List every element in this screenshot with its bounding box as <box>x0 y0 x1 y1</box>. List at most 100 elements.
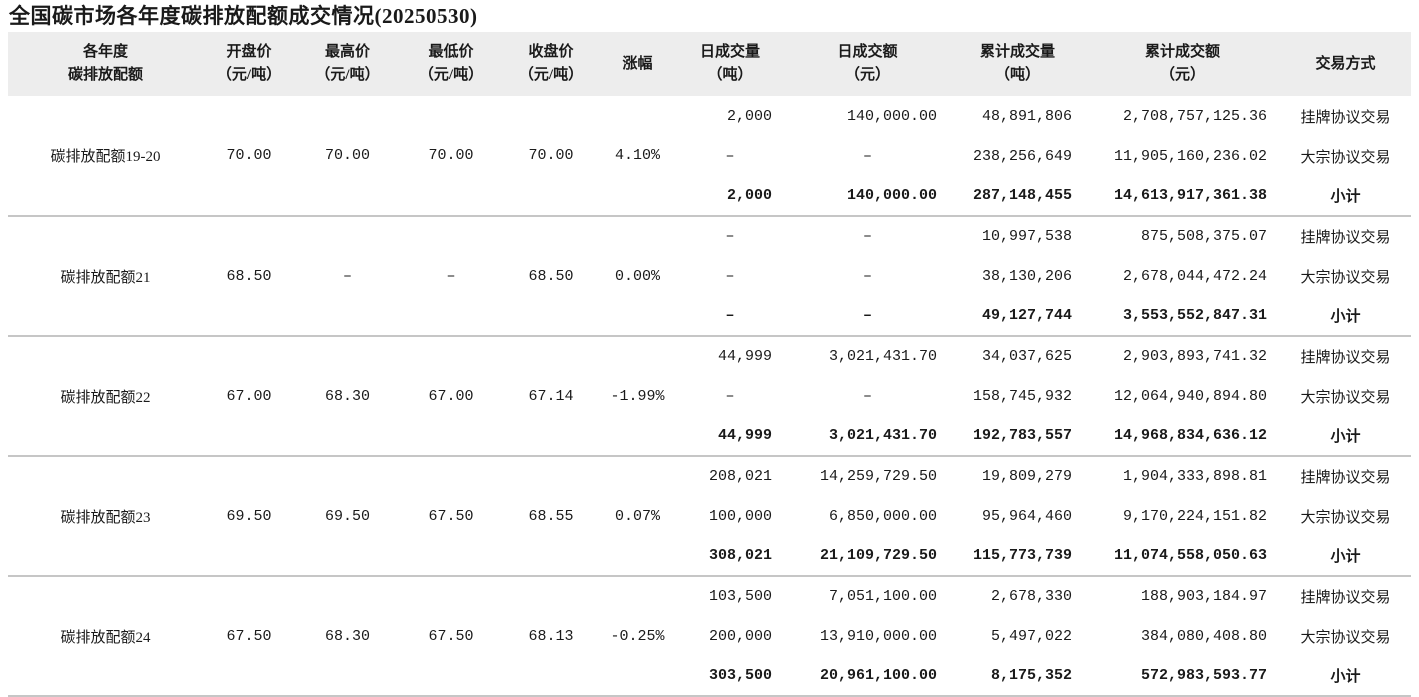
table-row: 碳排放配额21 68.50– –68.50 0.00% – –10,997,538 875,… <box>8 216 1411 337</box>
cum-volume-cell: 287,148,455 <box>950 176 1085 217</box>
change-pct-cell: 0.00% <box>600 216 675 337</box>
daily-amount-cell: – <box>785 296 950 337</box>
cum-amount-cell: 875,508,375.07 <box>1140 228 1267 245</box>
cum-amount-cell: 384,080,408.80 <box>1140 627 1267 645</box>
table-row: – – 238,256,649 11,905,160,236.02 大宗协议交易 <box>8 136 1411 176</box>
header-row: 各年度 碳排放配额 开盘价 （元/吨） 最高价 （元/吨） 最低价 （元/吨） 收盘价（… <box>8 32 1411 96</box>
subtotal-row: 44,999 3,021,431.70 192,783,557 14,968,834,… <box>8 416 1411 457</box>
cum-amount-cell: 2,903,893,741.32 <box>1122 348 1267 365</box>
cum-volume-cell: 19,809,279 <box>981 468 1072 485</box>
cum-volume-cell: 192,783,557 <box>950 416 1085 457</box>
daily-volume-cell: 100,000 <box>708 507 772 525</box>
cum-amount-cell: 188,903,184.97 <box>1140 588 1267 605</box>
high-price-cell: 69.50 <box>295 456 400 577</box>
cum-volume-cell: 115,773,739 <box>950 536 1085 577</box>
header-daily-volume: 日成交量 （吨） <box>675 32 785 96</box>
daily-volume-cell: – <box>725 267 735 285</box>
close-price-cell: 70.00 <box>502 96 600 217</box>
daily-volume-cell: 303,500 <box>675 656 785 697</box>
quota-name: 碳排放配额24 <box>8 576 203 697</box>
quota-name: 碳排放配额19-20 <box>8 96 203 217</box>
quota-trading-table: 各年度 碳排放配额 开盘价 （元/吨） 最高价 （元/吨） 最低价 （元/吨） 收盘价（… <box>8 32 1411 697</box>
change-pct-cell: -1.99% <box>600 336 675 457</box>
table-row: 100,000 6,850,000.00 95,964,460 9,170,224,1… <box>8 496 1411 536</box>
daily-amount-cell: 140,000.00 <box>785 176 950 217</box>
daily-amount-cell: – <box>862 228 872 245</box>
high-price-cell: – <box>295 216 400 337</box>
subtotal-row: – –49,127,744 3,553,552,847.31 小计 <box>8 296 1411 337</box>
high-price-cell: 68.30 <box>295 336 400 457</box>
cum-amount-cell: 1,904,333,898.81 <box>1122 468 1267 485</box>
table-row: – – 38,130,206 2,678,044,472.24 大宗协议交易 <box>8 256 1411 296</box>
daily-volume-cell: – <box>675 296 785 337</box>
cum-amount-cell: 12,064,940,894.80 <box>1113 387 1267 405</box>
trade-method-cell: 小计 <box>1280 296 1411 337</box>
close-price-cell: 67.14 <box>502 336 600 457</box>
quota-name: 碳排放配额21 <box>8 216 203 337</box>
cum-amount-cell: 14,613,917,361.38 <box>1085 176 1280 217</box>
header-high: 最高价 （元/吨） <box>295 32 400 96</box>
daily-volume-cell: 2,000 <box>675 176 785 217</box>
low-price-cell: 70.00 <box>400 96 502 217</box>
cum-volume-cell: 49,127,744 <box>950 296 1085 337</box>
header-low: 最低价 （元/吨） <box>400 32 502 96</box>
daily-volume-cell: 308,021 <box>675 536 785 577</box>
subtotal-row: 303,500 20,961,100.00 8,175,352 572,983,593… <box>8 656 1411 697</box>
daily-amount-cell: 6,850,000.00 <box>828 507 937 525</box>
table-row: 碳排放配额24 67.50 68.30 67.50 68.13 -0.25% 103,500… <box>8 576 1411 697</box>
cum-volume-cell: 38,130,206 <box>981 267 1072 285</box>
trade-method-cell: 大宗协议交易 <box>1300 629 1391 646</box>
daily-volume-cell: 44,999 <box>675 416 785 457</box>
close-price-cell: 68.55 <box>502 456 600 577</box>
subtotal-row: 308,021 21,109,729.50 115,773,739 11,074,55… <box>8 536 1411 577</box>
page-title: 全国碳市场各年度碳排放配额成交情况(20250530) <box>9 4 478 28</box>
daily-amount-cell: 3,021,431.70 <box>785 416 950 457</box>
trade-method-cell: 小计 <box>1280 176 1411 217</box>
daily-amount-cell: 21,109,729.50 <box>785 536 950 577</box>
daily-amount-cell: 20,961,100.00 <box>785 656 950 697</box>
trade-method-cell: 挂牌协议交易 <box>1300 109 1391 126</box>
trade-method-cell: 挂牌协议交易 <box>1300 230 1391 246</box>
trade-method-cell: 大宗协议交易 <box>1300 509 1391 526</box>
header-daily-amount: 日成交额 （元） <box>785 32 950 96</box>
cum-volume-cell: 34,037,625 <box>981 348 1072 365</box>
daily-amount-cell: 13,910,000.00 <box>819 627 937 645</box>
daily-amount-cell: 14,259,729.50 <box>819 468 937 485</box>
open-price-cell: 70.00 <box>203 96 295 217</box>
close-price-cell: 68.50 <box>502 216 600 337</box>
cum-amount-cell: 3,553,552,847.31 <box>1085 296 1280 337</box>
trade-method-cell: 挂牌协议交易 <box>1300 470 1391 486</box>
open-price-cell: 68.50 <box>203 216 295 337</box>
trade-method-cell: 挂牌协议交易 <box>1300 350 1391 366</box>
cum-amount-cell: 9,170,224,151.82 <box>1122 507 1267 525</box>
low-price-cell: 67.00 <box>400 336 502 457</box>
cum-volume-cell: 8,175,352 <box>950 656 1085 697</box>
daily-volume-cell: 44,999 <box>717 348 772 365</box>
table-body: 碳排放配额19-20 70.00 70.00 70.00 70.00 4.10% 2,000… <box>8 96 1411 697</box>
cum-amount-cell: 572,983,593.77 <box>1085 656 1280 697</box>
daily-volume-cell: 2,000 <box>726 107 772 125</box>
header-cum-volume: 累计成交量 （吨） <box>950 32 1085 96</box>
trade-method-cell: 大宗协议交易 <box>1300 149 1391 166</box>
daily-amount-cell: – <box>862 387 872 405</box>
table-row: 碳排放配额23 69.50 69.50 67.50 68.55 0.07% 208,021 1… <box>8 456 1411 577</box>
low-price-cell: 67.50 <box>400 576 502 697</box>
close-price-cell: 68.13 <box>502 576 600 697</box>
header-method: 交易方式 <box>1280 32 1411 96</box>
quota-name: 碳排放配额22 <box>8 336 203 457</box>
daily-volume-cell: – <box>725 147 735 165</box>
change-pct-cell: 0.07% <box>600 456 675 577</box>
daily-amount-cell: 7,051,100.00 <box>828 588 937 605</box>
daily-volume-cell: 208,021 <box>708 468 772 485</box>
cum-volume-cell: 2,678,330 <box>990 588 1072 605</box>
daily-volume-cell: 200,000 <box>708 627 772 645</box>
table-row: 碳排放配额22 67.00 68.30 67.00 67.14 -1.99% 44,999 3… <box>8 336 1411 457</box>
table-header: 各年度 碳排放配额 开盘价 （元/吨） 最高价 （元/吨） 最低价 （元/吨） 收盘价（… <box>8 32 1411 96</box>
cum-amount-cell: 14,968,834,636.12 <box>1085 416 1280 457</box>
daily-volume-cell: 103,500 <box>708 588 772 605</box>
trade-method-cell: 挂牌协议交易 <box>1300 590 1391 606</box>
cum-volume-cell: 48,891,806 <box>981 107 1072 125</box>
open-price-cell: 69.50 <box>203 456 295 577</box>
change-pct-cell: -0.25% <box>600 576 675 697</box>
low-price-cell: – <box>400 216 502 337</box>
